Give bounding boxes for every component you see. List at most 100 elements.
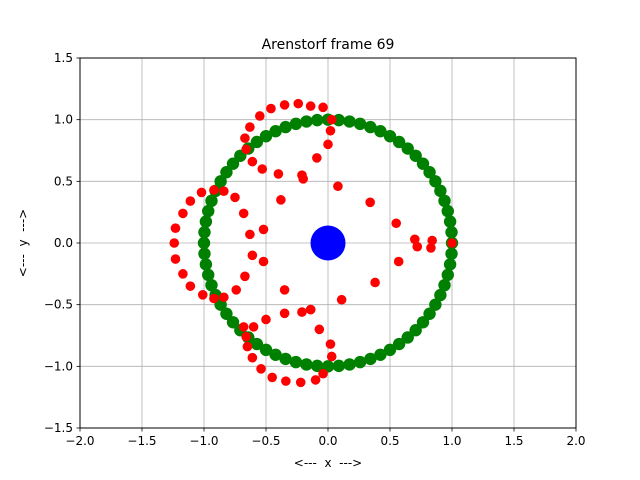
moon-orbit-marker <box>202 204 215 218</box>
trajectory-marker <box>231 285 242 295</box>
moon-orbit-marker <box>300 358 313 371</box>
moon-orbit-marker <box>445 247 458 260</box>
trajectory-marker <box>326 114 337 125</box>
trajectory-marker <box>318 368 328 379</box>
trajectory-marker <box>185 281 196 291</box>
moon-orbit-marker <box>383 343 397 357</box>
trajectory-marker <box>325 339 336 349</box>
trajectory-marker <box>219 186 229 196</box>
moon-orbit-marker <box>226 316 240 329</box>
trajectory-marker <box>254 111 265 121</box>
trajectory-marker <box>393 256 404 267</box>
trajectory-marker <box>310 375 321 385</box>
moon-orbit-marker <box>199 258 213 271</box>
y-tick-label: 1.0 <box>54 113 73 127</box>
moon-orbit-marker <box>441 204 454 218</box>
chart-title: Arenstorf frame 69 <box>262 37 395 53</box>
moon-orbit-marker <box>353 117 367 131</box>
moon-orbit-marker <box>409 149 422 162</box>
x-axis-label: <--- x ---> <box>294 456 362 470</box>
trajectory-marker <box>242 341 253 352</box>
x-tick-label: −2.0 <box>65 434 94 448</box>
moon-orbit-marker <box>259 343 273 357</box>
moon-orbit-marker <box>423 307 436 320</box>
y-tick-label: −1.0 <box>44 359 73 373</box>
moon-orbit-marker <box>310 113 324 127</box>
trajectory-marker <box>209 185 219 195</box>
moon-orbit-marker <box>409 324 422 337</box>
moon-orbit-marker <box>332 359 346 373</box>
trajectory-marker <box>279 285 290 295</box>
x-tick-label: 2.0 <box>566 434 585 448</box>
moon-orbit-marker <box>392 337 406 351</box>
trajectory-marker <box>197 290 208 300</box>
moon-orbit-marker <box>300 115 313 128</box>
trajectory-marker <box>256 364 266 374</box>
trajectory-marker <box>370 277 380 288</box>
trajectory-marker <box>238 208 249 219</box>
y-tick-label: 0.5 <box>54 174 73 188</box>
trajectory-marker <box>412 241 423 252</box>
x-tick-label: 1.0 <box>442 434 461 448</box>
trajectory-marker <box>326 351 337 362</box>
trajectory-marker <box>365 197 375 208</box>
trajectory-marker <box>261 314 271 325</box>
trajectory-marker <box>247 156 258 167</box>
moon-orbit-marker <box>429 175 442 188</box>
moon-orbit-marker <box>205 278 218 292</box>
trajectory-marker <box>247 250 258 261</box>
trajectory-marker <box>323 139 333 150</box>
trajectory-marker <box>240 271 250 282</box>
x-tick-label: 0.5 <box>380 434 399 448</box>
moon-orbit-marker <box>434 184 447 198</box>
trajectory-marker <box>230 192 240 203</box>
moon-orbit-marker <box>220 166 233 179</box>
moon-orbit-marker <box>401 142 414 155</box>
trajectory-marker <box>314 324 325 335</box>
trajectory-marker <box>447 238 457 248</box>
moon-orbit-marker <box>343 358 356 371</box>
trajectory-marker <box>410 234 420 245</box>
moon-orbit-marker <box>250 135 264 149</box>
trajectory-marker <box>298 174 309 184</box>
trajectory-marker <box>240 133 250 143</box>
trajectory-marker <box>241 144 251 155</box>
trajectory-marker <box>273 169 284 179</box>
moon-orbit-marker <box>199 215 213 228</box>
moon-orbit-marker <box>364 120 377 134</box>
trajectory-marker <box>281 376 291 386</box>
moon-orbit-marker <box>198 226 211 239</box>
trajectory-marker <box>170 223 181 233</box>
moon-orbit-marker <box>443 258 457 271</box>
y-tick-label: 0.0 <box>54 236 73 250</box>
trajectory-marker <box>245 122 255 132</box>
trajectory-marker <box>426 243 436 253</box>
trajectory-marker <box>178 269 188 279</box>
moon-orbit-marker <box>392 135 406 149</box>
x-tick-label: 0.0 <box>318 434 337 448</box>
trajectory-marker <box>185 196 196 206</box>
moon-orbit-marker <box>259 129 273 143</box>
central-body-marker <box>310 225 346 261</box>
axis-ticks: −2.0 −1.5 −1.0 −0.5 0.0 0.5 1.0 1.5 2.0−1.5−1.0−… <box>44 51 586 448</box>
trajectory-marker <box>297 307 307 317</box>
moon-orbit-marker <box>443 215 457 228</box>
moon-orbit-marker <box>383 129 397 143</box>
moon-orbit-marker <box>279 120 292 134</box>
trajectory-marker <box>279 100 290 110</box>
y-tick-label: 1.5 <box>54 51 73 65</box>
trajectory-marker <box>209 293 219 304</box>
trajectory-marker <box>295 377 306 388</box>
moon-orbit-marker <box>364 352 377 366</box>
trajectory-marker <box>325 125 336 136</box>
trajectory-marker <box>257 164 268 174</box>
trajectory-marker <box>245 229 255 240</box>
trajectory-marker <box>219 292 229 303</box>
trajectory-marker <box>333 181 343 192</box>
x-tick-label: 1.5 <box>504 434 523 448</box>
moon-orbit-marker <box>374 348 387 361</box>
moon-orbit-marker <box>441 268 454 282</box>
moon-orbit-marker <box>423 166 436 179</box>
moon-orbit-marker <box>205 194 218 208</box>
trajectory-marker <box>305 304 316 315</box>
